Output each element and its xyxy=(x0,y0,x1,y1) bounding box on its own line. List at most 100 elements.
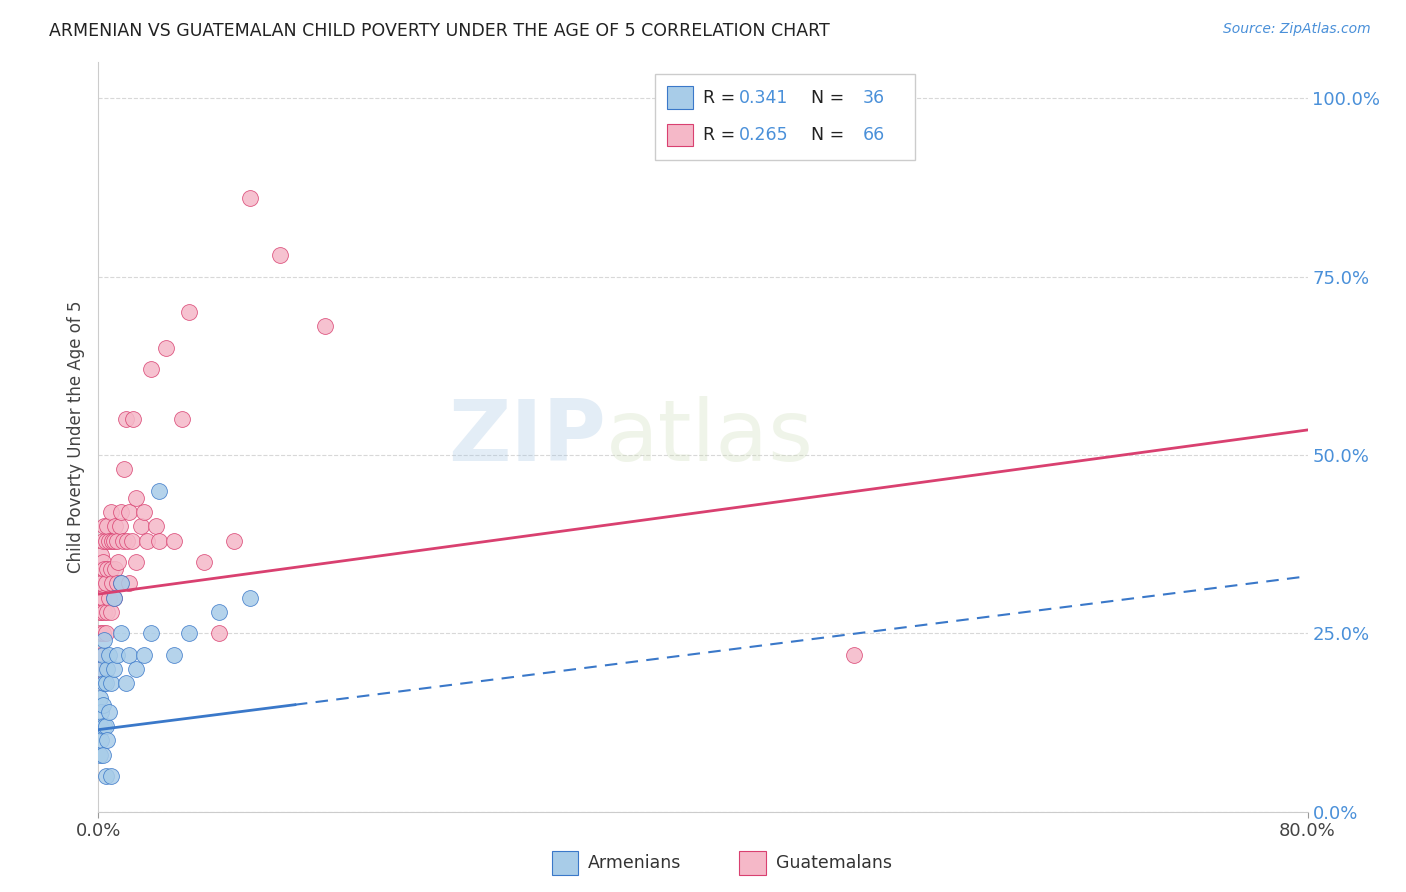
Point xyxy=(94,576,117,591)
Point xyxy=(89,591,111,605)
Text: ZIP: ZIP xyxy=(449,395,606,479)
Point xyxy=(89,662,111,676)
Point xyxy=(98,648,121,662)
Bar xyxy=(740,851,766,875)
Point xyxy=(94,719,117,733)
Text: N =: N = xyxy=(800,88,849,107)
Point xyxy=(91,626,114,640)
Point xyxy=(94,676,117,690)
Point xyxy=(93,719,115,733)
Point xyxy=(208,626,231,640)
Point xyxy=(314,319,336,334)
Point xyxy=(96,519,118,533)
Point xyxy=(91,591,114,605)
Point xyxy=(89,747,111,762)
Point xyxy=(193,555,215,569)
Text: Source: ZipAtlas.com: Source: ZipAtlas.com xyxy=(1223,22,1371,37)
Point xyxy=(163,648,186,662)
Point xyxy=(118,576,141,591)
Point xyxy=(91,555,114,569)
Point xyxy=(239,591,262,605)
Point xyxy=(111,533,134,548)
Text: atlas: atlas xyxy=(606,395,814,479)
Point xyxy=(93,562,115,576)
Point xyxy=(100,769,122,783)
Point xyxy=(145,519,167,533)
Point xyxy=(115,533,138,548)
Point xyxy=(141,362,163,376)
Text: Guatemalans: Guatemalans xyxy=(776,854,891,871)
Point xyxy=(98,533,121,548)
Point xyxy=(101,576,124,591)
Y-axis label: Child Poverty Under the Age of 5: Child Poverty Under the Age of 5 xyxy=(66,301,84,574)
Point xyxy=(108,519,131,533)
Point xyxy=(93,519,115,533)
Point xyxy=(90,705,112,719)
Point xyxy=(94,626,117,640)
Point xyxy=(103,591,125,605)
Point xyxy=(100,505,122,519)
Point xyxy=(179,626,201,640)
Point xyxy=(155,341,177,355)
Point xyxy=(148,533,170,548)
Point xyxy=(118,505,141,519)
Point xyxy=(96,733,118,747)
Point xyxy=(121,533,143,548)
Point xyxy=(129,519,152,533)
Point xyxy=(105,648,128,662)
Point xyxy=(100,676,122,690)
Point xyxy=(98,591,121,605)
Bar xyxy=(666,124,693,146)
Point xyxy=(170,412,193,426)
Point xyxy=(94,769,117,783)
Point xyxy=(132,648,155,662)
Point xyxy=(96,662,118,676)
Point xyxy=(101,533,124,548)
Point xyxy=(89,690,111,705)
Point xyxy=(125,662,148,676)
Point xyxy=(132,505,155,519)
Point xyxy=(90,576,112,591)
Point xyxy=(96,562,118,576)
Point xyxy=(90,662,112,676)
Point xyxy=(96,605,118,619)
Point xyxy=(110,505,132,519)
Point xyxy=(93,605,115,619)
Point xyxy=(114,412,136,426)
Point xyxy=(98,705,121,719)
Point xyxy=(90,733,112,747)
Point xyxy=(91,533,114,548)
Point xyxy=(844,648,866,662)
Point xyxy=(125,491,148,505)
Point xyxy=(90,648,112,662)
Point xyxy=(163,533,186,548)
Point xyxy=(118,648,141,662)
Point xyxy=(239,191,262,205)
Point xyxy=(112,462,135,476)
Point xyxy=(91,747,114,762)
Point xyxy=(104,519,127,533)
Point xyxy=(224,533,246,548)
Point xyxy=(93,676,115,690)
Point xyxy=(208,605,231,619)
Point xyxy=(90,605,112,619)
FancyBboxPatch shape xyxy=(655,74,915,160)
Point xyxy=(148,483,170,498)
Text: 66: 66 xyxy=(863,126,884,145)
Point xyxy=(104,562,127,576)
Bar xyxy=(551,851,578,875)
Point xyxy=(100,562,122,576)
Point xyxy=(103,533,125,548)
Point xyxy=(100,605,122,619)
Text: 36: 36 xyxy=(863,88,884,107)
Point xyxy=(89,719,111,733)
Point xyxy=(89,576,111,591)
Point xyxy=(110,576,132,591)
Text: ARMENIAN VS GUATEMALAN CHILD POVERTY UNDER THE AGE OF 5 CORRELATION CHART: ARMENIAN VS GUATEMALAN CHILD POVERTY UND… xyxy=(49,22,830,40)
Point xyxy=(91,648,114,662)
Point xyxy=(103,591,125,605)
Point xyxy=(89,626,111,640)
Point xyxy=(105,533,128,548)
Point xyxy=(107,555,129,569)
Point xyxy=(90,548,112,562)
